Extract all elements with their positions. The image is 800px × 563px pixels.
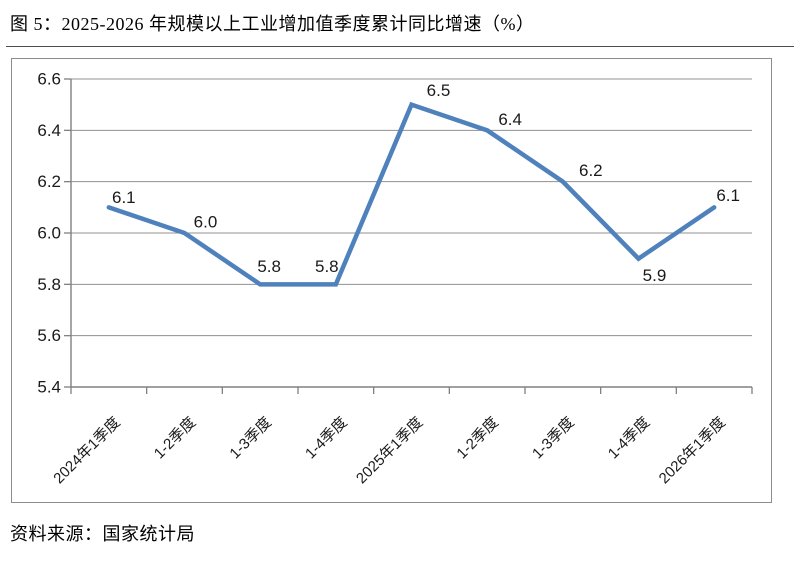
data-label: 6.2 bbox=[579, 161, 603, 180]
x-axis-label: 2025年1季度 bbox=[353, 414, 426, 487]
data-label: 5.9 bbox=[643, 266, 667, 285]
data-label: 5.8 bbox=[315, 257, 339, 276]
y-axis-label: 6.0 bbox=[37, 224, 61, 243]
data-label: 5.8 bbox=[257, 257, 281, 276]
series-line bbox=[106, 101, 717, 287]
data-label: 6.1 bbox=[112, 188, 136, 207]
x-axis-label: 1-2季度 bbox=[151, 414, 200, 463]
y-axis-label: 5.8 bbox=[37, 275, 61, 294]
x-axis-label: 1-4季度 bbox=[302, 414, 351, 463]
chart-container: 6.6 6.4 6.2 6.0 5.8 5.6 5.4 6.1 6.0 5.8 5.8 6.5 6.4 6… bbox=[11, 58, 772, 503]
y-axis-label: 5.4 bbox=[37, 378, 61, 397]
chart-svg: 6.6 6.4 6.2 6.0 5.8 5.6 5.4 6.1 6.0 5.8 5.8 6.5 6.4 6… bbox=[37, 70, 753, 487]
x-axis-label: 1-4季度 bbox=[605, 414, 654, 463]
x-axis-label: 1-3季度 bbox=[529, 414, 578, 463]
x-axis-label: 2024年1季度 bbox=[50, 414, 123, 487]
y-axis-label: 6.4 bbox=[37, 121, 61, 140]
x-axis-label: 1-3季度 bbox=[226, 414, 275, 463]
source-note: 资料来源：国家统计局 bbox=[10, 524, 195, 544]
figure-title: 图 5：2025-2026 年规模以上工业增加值季度累计同比增速（%） bbox=[10, 14, 535, 34]
y-axis-label: 5.6 bbox=[37, 326, 61, 345]
data-label: 6.4 bbox=[498, 110, 522, 129]
data-label: 6.0 bbox=[194, 213, 218, 232]
x-axis-label: 2026年1季度 bbox=[656, 414, 729, 487]
y-axis-label: 6.2 bbox=[37, 172, 61, 191]
y-axis-label: 6.6 bbox=[37, 70, 61, 89]
title-divider bbox=[6, 46, 794, 47]
data-label: 6.5 bbox=[427, 81, 451, 100]
data-label: 6.1 bbox=[716, 186, 740, 205]
x-axis-label: 1-2季度 bbox=[453, 414, 502, 463]
